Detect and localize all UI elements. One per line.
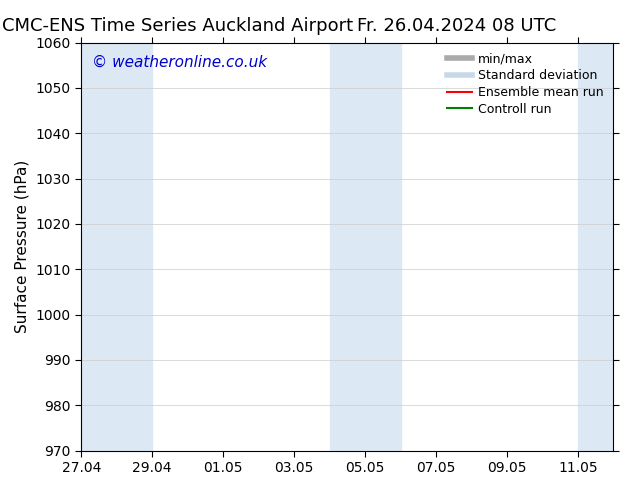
Y-axis label: Surface Pressure (hPa): Surface Pressure (hPa) — [15, 160, 30, 333]
Text: CMC-ENS Time Series Auckland Airport: CMC-ENS Time Series Auckland Airport — [2, 17, 353, 35]
Text: Fr. 26.04.2024 08 UTC: Fr. 26.04.2024 08 UTC — [357, 17, 556, 35]
Bar — [81, 43, 152, 451]
Text: © weatheronline.co.uk: © weatheronline.co.uk — [92, 55, 267, 70]
Legend: min/max, Standard deviation, Ensemble mean run, Controll run: min/max, Standard deviation, Ensemble me… — [443, 49, 607, 120]
Bar — [330, 43, 401, 451]
Bar — [578, 43, 614, 451]
